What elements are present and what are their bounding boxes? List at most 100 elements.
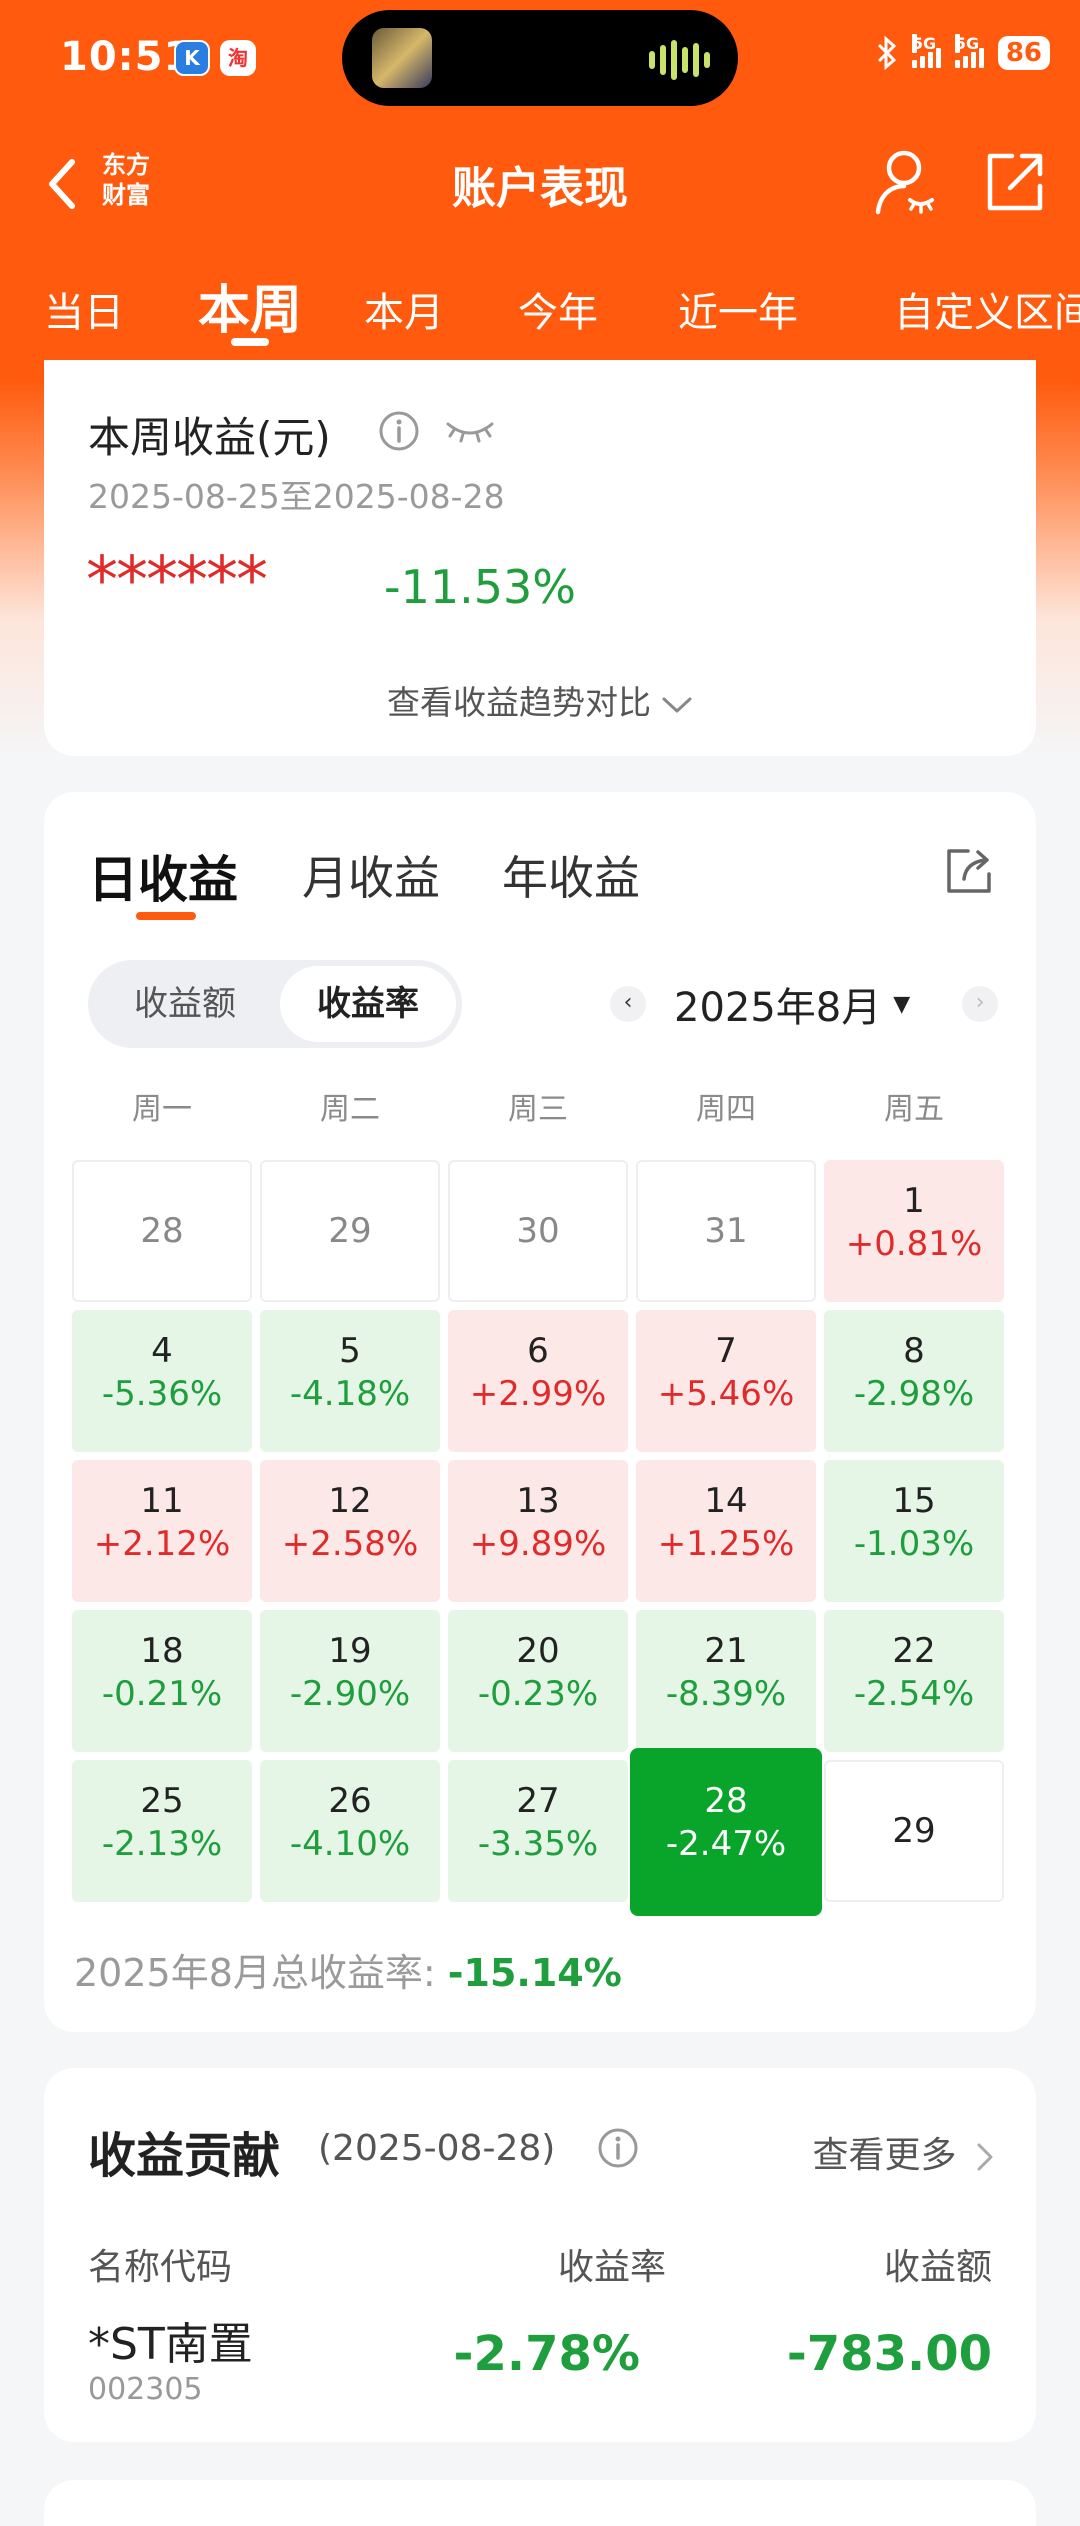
prev-month-button[interactable]: ‹ [610,986,646,1022]
brand-logo: 东方 财富 [94,150,158,214]
weekly-profit-card: 本周收益(元) 2025-08-25至2025-08-28 ****** -11… [44,360,1036,756]
calendar-day-cell[interactable]: 14 +1.25% [636,1460,816,1602]
hidden-profit-amount: ****** [86,544,268,618]
back-arrow-icon[interactable] [40,154,84,214]
calendar-day-rate: -2.13% [101,1824,223,1864]
calendar-day-rate: +1.25% [657,1524,795,1564]
tab-yearly-profit[interactable]: 年收益 [502,851,640,905]
tab-custom-range[interactable]: 自定义区间 [894,290,1080,336]
calendar-day-cell[interactable]: 6 +2.99% [448,1310,628,1452]
calendar-day-cell[interactable]: 11 +2.12% [72,1460,252,1602]
calendar-day-rate: +2.58% [281,1524,419,1564]
stock-profit-amount: -783.00 [786,2326,992,2382]
info-icon[interactable] [596,2126,640,2170]
calendar-day-number: 25 [140,1781,184,1821]
next-month-button[interactable]: › [962,986,999,1022]
calendar-day-number: 18 [140,1631,184,1671]
calendar-day-cell[interactable]: 26 -4.10% [260,1760,440,1902]
calendar-day-number: 5 [339,1331,361,1371]
calendar-day-rate: -4.10% [289,1824,411,1864]
calendar-day-rate: +0.81% [845,1224,983,1264]
contribution-title: 收益贡献 [88,2128,281,2184]
month-total-label: 2025年8月总收益率: [74,1951,436,1995]
tab-this-year[interactable]: 今年 [518,290,598,336]
calendar-day-cell[interactable]: 22 -2.54% [824,1610,1004,1752]
calendar-day-number: 15 [892,1481,936,1521]
calendar-day-cell[interactable]: 27 -3.35% [448,1760,628,1902]
calendar-day-cell[interactable]: 19 -2.90% [260,1610,440,1752]
calendar-day-rate: -2.90% [289,1674,411,1714]
user-privacy-icon[interactable] [874,148,936,218]
tab-monthly-profit[interactable]: 月收益 [302,851,440,905]
caret-down-icon[interactable]: ▼ [893,991,911,1017]
month-picker-label[interactable]: 2025年8月 [674,985,882,1031]
calendar-day-cell[interactable]: 25 -2.13% [72,1760,252,1902]
calendar-day-number: 19 [328,1631,372,1671]
stock-profit-rate: -2.78% [453,2326,640,2382]
brand-logo-line1: 东方 [102,151,150,179]
calendar-day-cell: 29 [824,1760,1004,1902]
calendar-day-number: 12 [328,1481,372,1521]
calendar-day-number: 28 [140,1211,184,1251]
calendar-day-number: 1 [903,1181,925,1221]
calendar-day-cell[interactable]: 13 +9.89% [448,1460,628,1602]
calendar-day-rate: -4.18% [289,1374,411,1414]
calendar-day-rate: +5.46% [657,1374,795,1414]
battery-icon: 86 [997,36,1050,70]
tab-last-year[interactable]: 近一年 [678,290,798,336]
tab-this-week[interactable]: 本周 [198,281,303,341]
view-more-label: 查看更多 [812,2135,957,2176]
view-more-link[interactable]: 查看更多 [813,2126,996,2178]
media-thumbnail [372,28,432,88]
calendar-day-cell[interactable]: 15 -1.03% [824,1460,1004,1602]
hide-amount-eye-icon[interactable] [444,416,496,446]
weekly-profit-rate: -11.53% [384,560,576,614]
view-trend-comparison-link[interactable]: 查看收益趋势对比 [44,676,1036,724]
month-picker: ‹ 2025年8月 ▼ › [610,968,999,1040]
calendar-day-rate: -2.47% [665,1824,787,1864]
share-icon[interactable] [984,150,1046,214]
brand-logo-line2: 财富 [102,181,150,209]
calendar-day-rate: -0.23% [477,1674,599,1714]
daily-profit-card: 日收益 月收益 年收益 收益额 收益率 ‹ 2025年8月 ▼ › 周一 周二 … [44,792,1036,2032]
tab-daily-profit[interactable]: 日收益 [88,851,238,909]
month-total-rate: 2025年8月总收益率: -15.14% [74,1942,622,1997]
calendar-day-cell[interactable]: 1 +0.81% [824,1160,1004,1302]
app-notification-icon: K [174,40,210,76]
dynamic-island[interactable] [342,10,738,106]
calendar-day-cell[interactable]: 4 -5.36% [72,1310,252,1452]
weekday-header: 周一 周二 周三 周四 周五 [72,1084,1008,1127]
calendar-day-cell[interactable]: 7 +5.46% [636,1310,816,1452]
network-label-2: 5G [954,34,980,53]
calendar-day-number: 29 [892,1811,936,1851]
toggle-profit-amount[interactable]: 收益额 [134,984,236,1024]
month-total-value: -15.14% [447,1951,622,1995]
status-bar: 10:51 K 淘 5G 5G 86 [0,0,1080,120]
stock-name: *ST南置 [88,2319,253,2370]
calendar-day-cell[interactable]: 12 +2.58% [260,1460,440,1602]
tab-this-month[interactable]: 本月 [364,290,444,336]
export-icon[interactable] [944,846,994,896]
toggle-profit-rate[interactable]: 收益率 [280,966,456,1042]
calendar-day-number: 21 [704,1631,748,1671]
calendar-day-number: 22 [892,1631,936,1671]
page-title: 账户表现 [452,163,628,214]
calendar-day-cell[interactable]: 20 -0.23% [448,1610,628,1752]
calendar-day-cell[interactable]: 8 -2.98% [824,1310,1004,1452]
calendar-day-cell[interactable]: 28 -2.47% [630,1748,822,1916]
weekday-thu: 周四 [696,1092,756,1127]
app-header: 东方 财富 账户表现 [0,130,1080,240]
daily-tab-indicator [136,912,196,920]
contribution-date: (2025-08-28) [318,2128,556,2169]
info-icon[interactable] [378,410,420,452]
status-time: 10:51 [60,34,193,80]
calendar-day-cell[interactable]: 5 -4.18% [260,1310,440,1452]
calendar-day-cell[interactable]: 18 -0.21% [72,1610,252,1752]
signal-icon-1: 5G [911,34,941,68]
audio-wave-icon [649,40,710,80]
calendar-day-number: 7 [715,1331,737,1371]
tab-today[interactable]: 当日 [44,290,124,336]
bluetooth-icon [877,36,897,70]
calendar-day-cell: 28 [72,1160,252,1302]
calendar-day-cell[interactable]: 21 -8.39% [636,1610,816,1752]
